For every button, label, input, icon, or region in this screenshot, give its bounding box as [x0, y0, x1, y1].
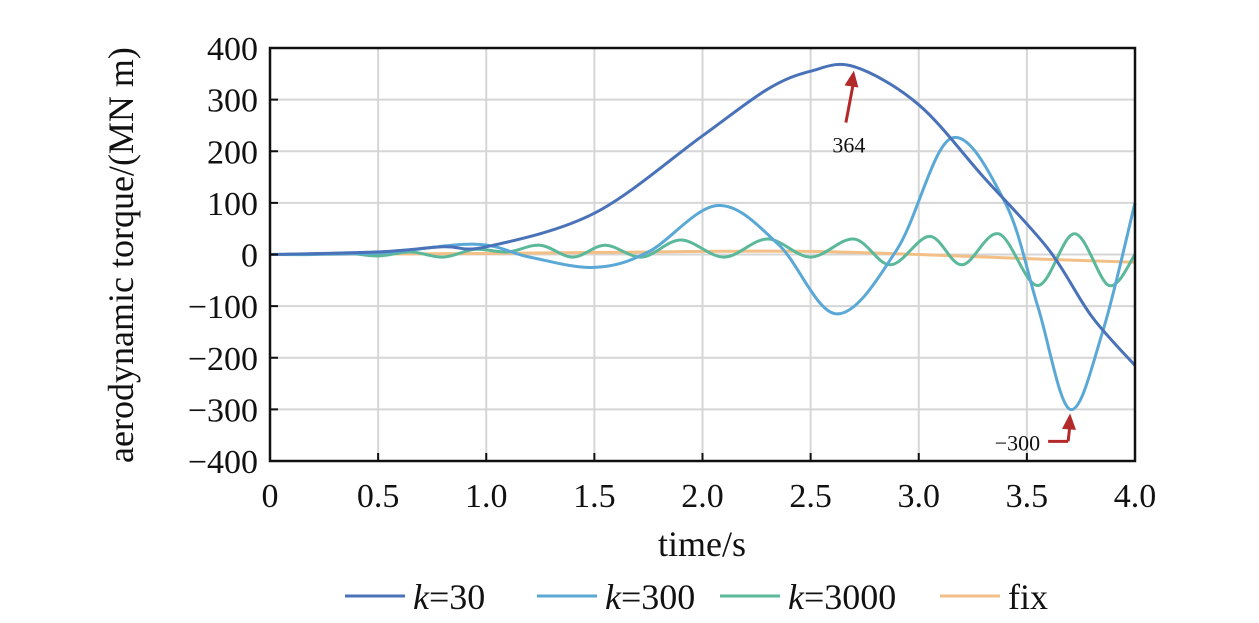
legend: k=30 k=300 k=3000 fix: [345, 577, 1048, 617]
x-tick-label: 3.0: [898, 478, 941, 515]
y-tick-label: −300: [188, 392, 258, 429]
annotation-arrowhead: [1062, 413, 1076, 430]
legend-label: fix: [1008, 577, 1048, 617]
legend-item: k=3000: [720, 577, 896, 617]
annotation-label: −300: [995, 430, 1040, 455]
legend-item: k=30: [345, 577, 485, 617]
tick-marks: [269, 47, 1136, 462]
legend-item: fix: [940, 577, 1048, 617]
x-tick-label: 0.5: [357, 478, 400, 515]
x-axis-title: time/s: [658, 524, 746, 564]
legend-label: k=300: [605, 577, 695, 617]
x-tick-label: 1.5: [573, 478, 616, 515]
y-tick-label: −100: [188, 289, 258, 326]
legend-label: k=3000: [788, 577, 896, 617]
series-layer: [269, 62, 1137, 411]
x-tick-label: 3.5: [1006, 478, 1049, 515]
x-tick-label: 2.0: [681, 478, 724, 515]
series-line: [269, 232, 1137, 288]
y-tick-label: 300: [207, 83, 258, 120]
y-axis-title: aerodynamic torque/(MN m): [101, 47, 141, 463]
annotation-arrow: [844, 80, 856, 123]
y-tick-label: 0: [241, 238, 258, 275]
series-line: [269, 135, 1137, 411]
y-tick-label: −400: [188, 444, 258, 481]
y-tick-label: 400: [207, 31, 258, 68]
x-tick-label: 1.0: [465, 478, 508, 515]
x-tick-label: 4.0: [1114, 478, 1157, 515]
x-tick-label: 0: [262, 478, 279, 515]
series-line: [269, 62, 1137, 367]
x-tick-label: 2.5: [789, 478, 832, 515]
legend-item: k=300: [537, 577, 695, 617]
legend-label: k=30: [413, 577, 485, 617]
annotations: 364 −300: [832, 70, 1076, 455]
annotation-arrowhead: [844, 70, 859, 88]
y-tick-label: −200: [188, 341, 258, 378]
annotation-label: 364: [832, 133, 865, 158]
y-tick-label: 200: [207, 134, 258, 171]
y-tick-label: 100: [207, 186, 258, 223]
